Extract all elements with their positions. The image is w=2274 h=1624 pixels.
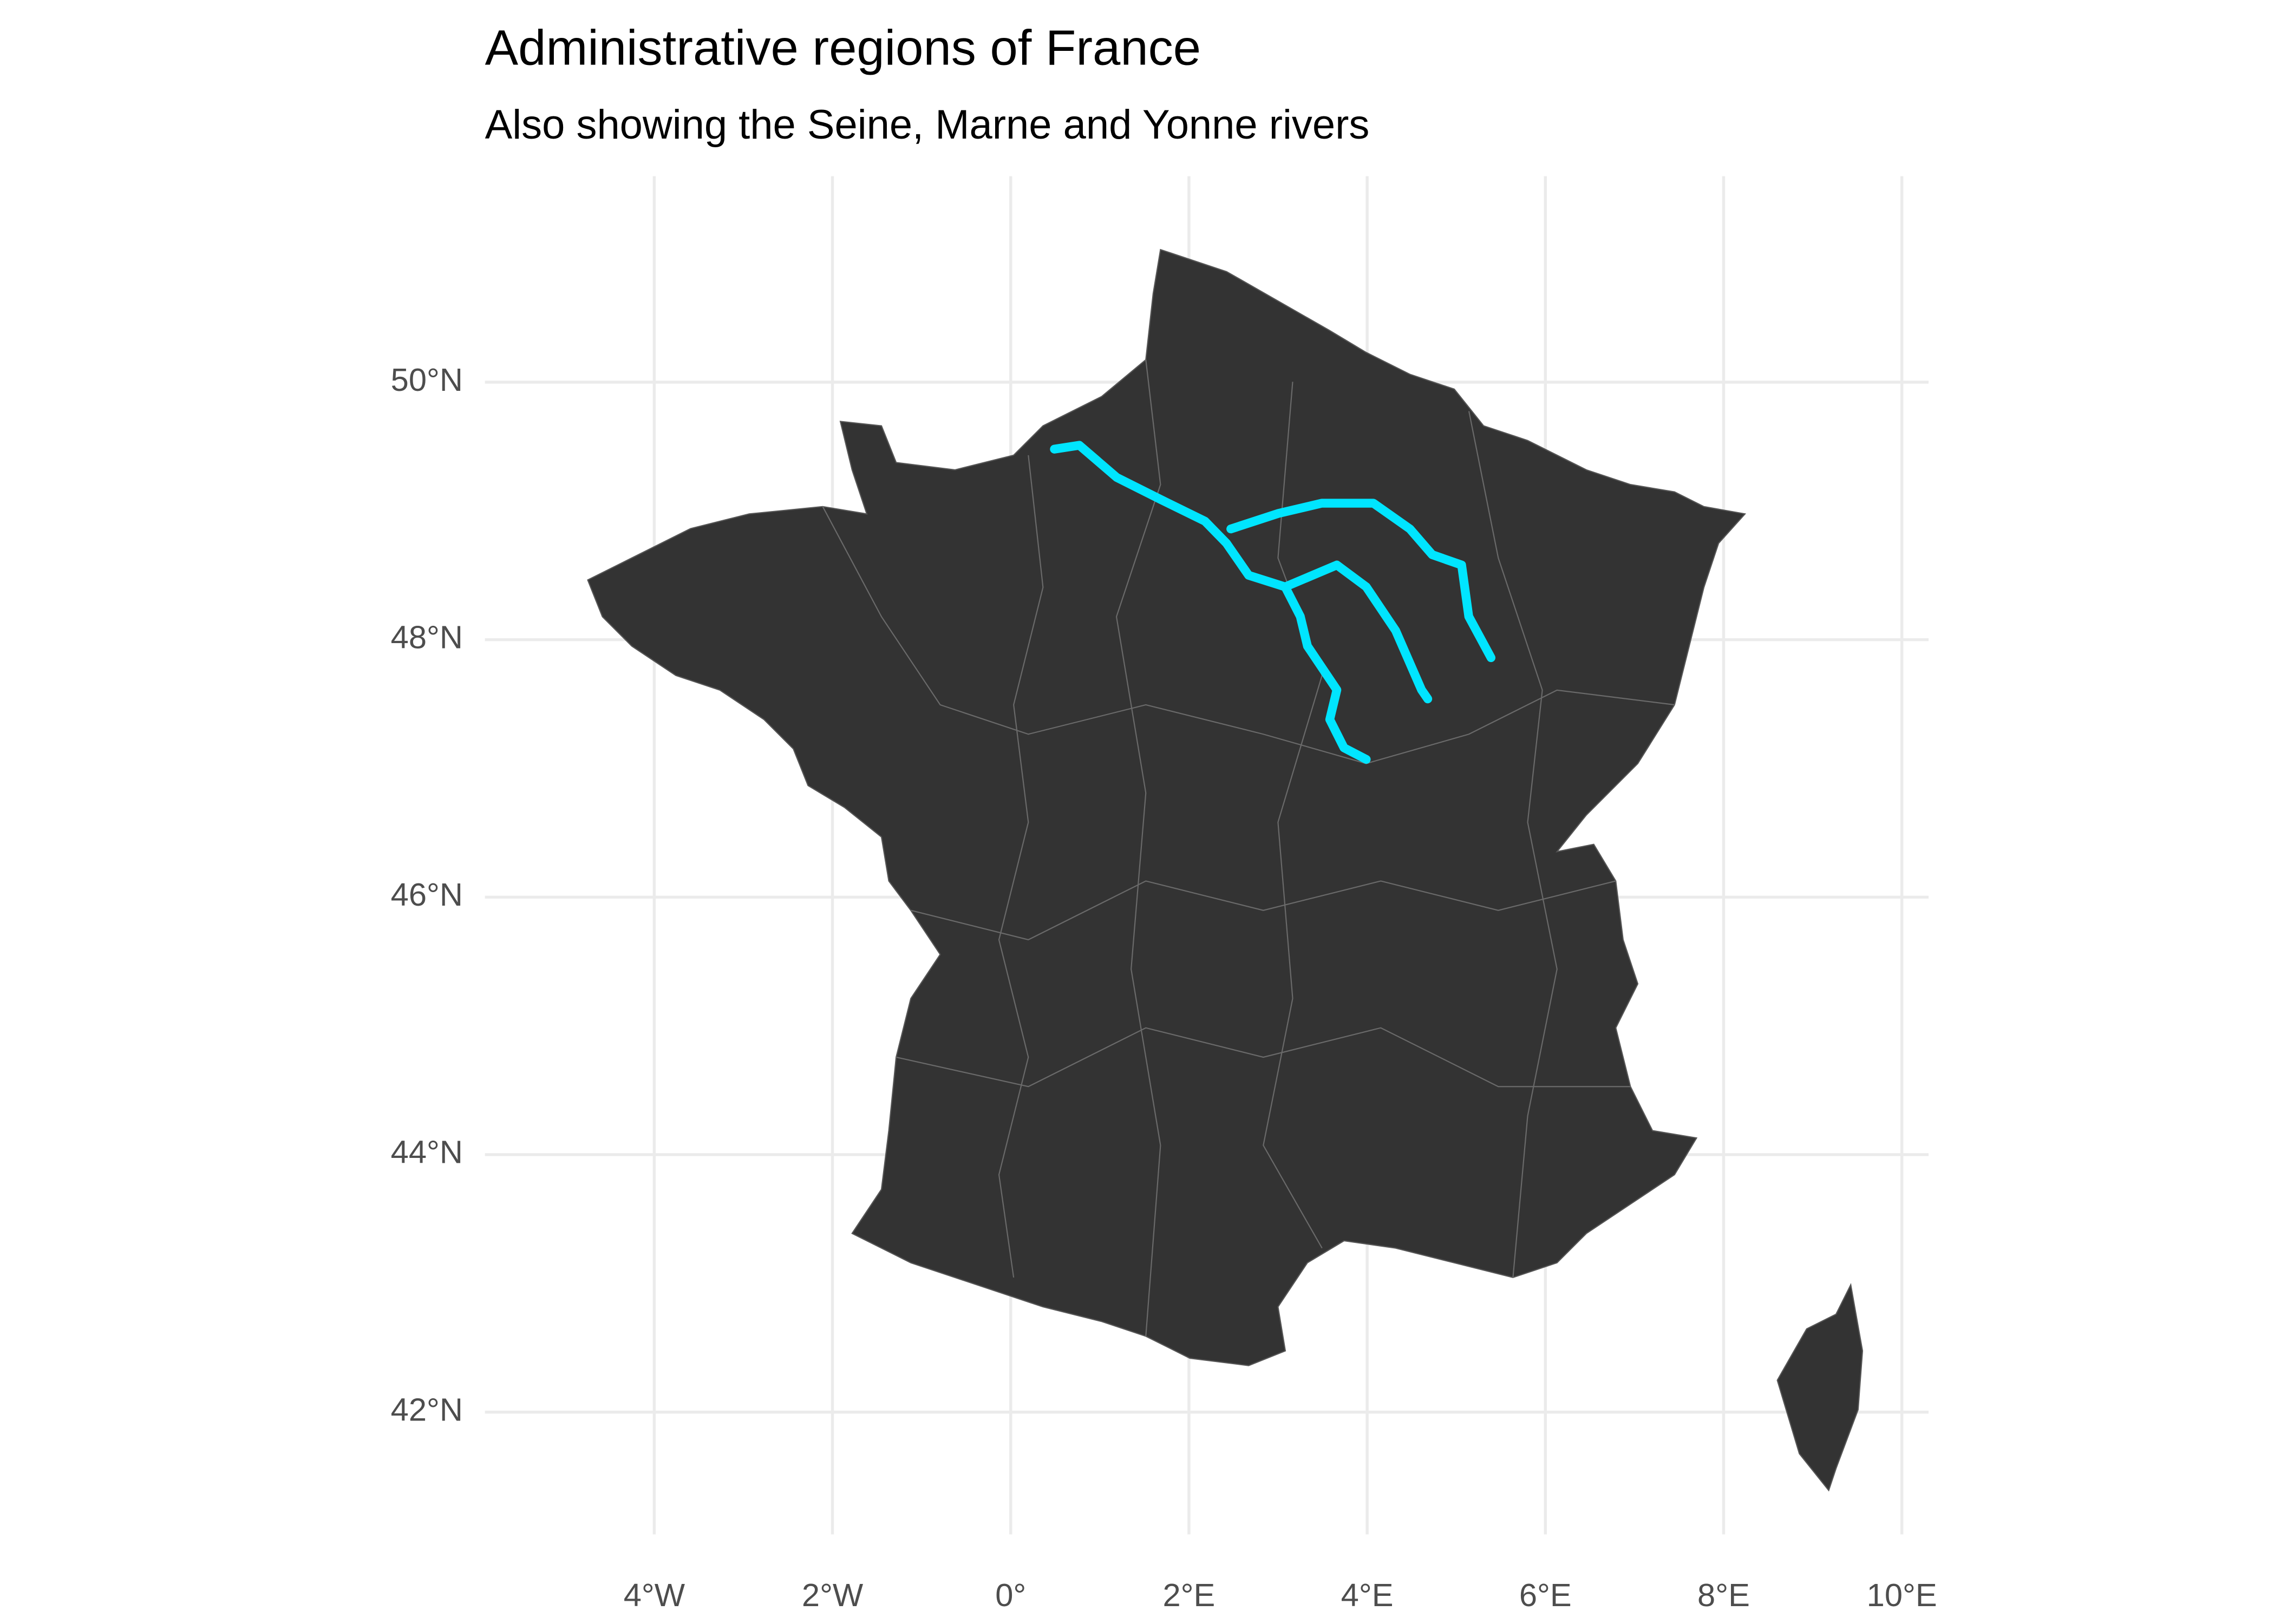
region-borders — [822, 359, 1675, 1337]
france — [587, 248, 1864, 1492]
y-tick-label: 50°N — [391, 362, 463, 398]
border — [822, 506, 1675, 764]
border — [998, 455, 1044, 1278]
x-tick-label: 8°E — [1697, 1577, 1750, 1613]
x-tick-label: 10°E — [1867, 1577, 1937, 1613]
x-tick-label: 2°W — [802, 1577, 864, 1613]
y-tick-label: 42°N — [391, 1391, 463, 1427]
river — [1226, 499, 1496, 663]
x-tick-label: 2°E — [1163, 1577, 1216, 1613]
river — [1050, 441, 1433, 704]
y-tick-label: 44°N — [391, 1134, 463, 1170]
chart-subtitle: Also showing the Seine, Marne and Yonne … — [485, 102, 1370, 148]
border — [911, 880, 1616, 941]
river — [1280, 582, 1371, 764]
border — [1115, 359, 1161, 1337]
mainland — [587, 248, 1747, 1366]
border — [896, 1027, 1631, 1088]
corsica — [1776, 1283, 1864, 1492]
x-tick-label: 4°W — [624, 1577, 685, 1613]
border — [1468, 411, 1558, 1278]
x-tick-label: 6°E — [1519, 1577, 1572, 1613]
x-tick-label: 0° — [995, 1577, 1026, 1613]
x-tick-label: 4°E — [1341, 1577, 1394, 1613]
border — [1263, 382, 1323, 1249]
rivers — [1050, 441, 1496, 764]
y-tick-label: 48°N — [391, 619, 463, 655]
chart-title: Administrative regions of France — [485, 19, 1201, 75]
y-tick-label: 46°N — [391, 876, 463, 913]
